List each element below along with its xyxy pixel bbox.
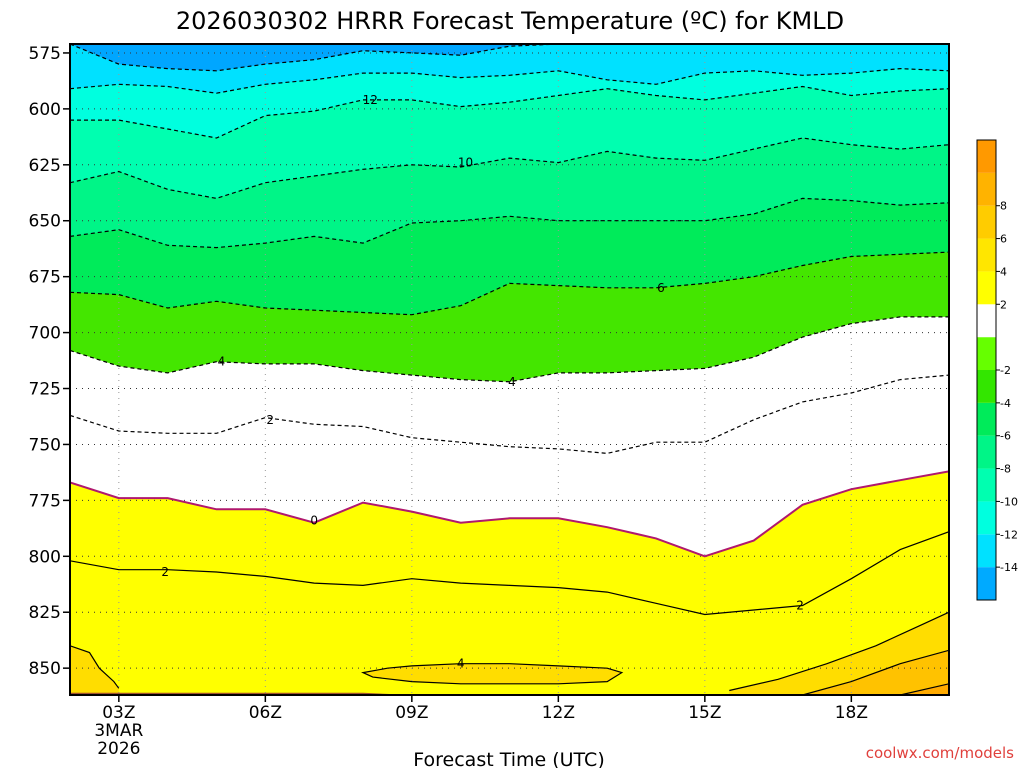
isotherm--6 xyxy=(70,251,949,316)
isotherm-4-blob xyxy=(361,663,624,685)
colorbar-label-8: 4 xyxy=(1000,265,1007,278)
contour-label-4: 4 xyxy=(508,375,516,389)
colorbar-segment-4 xyxy=(977,435,996,469)
y-tick-label-775: 775 xyxy=(29,491,61,511)
x-tick-label-15: 15Z xyxy=(688,703,721,723)
isotherm-wedge-4 xyxy=(729,611,949,692)
contour-label-7: 2 xyxy=(161,565,169,579)
colorbar-segment-13 xyxy=(977,140,996,173)
colorbar-label-5: -4 xyxy=(1000,397,1011,410)
isotherm-2 xyxy=(70,531,949,616)
warm-blob-4 xyxy=(363,663,622,684)
isotherm--10 xyxy=(70,137,949,200)
isotherm-wedge-6 xyxy=(802,649,949,695)
x-tick-label-12: 12Z xyxy=(542,703,575,723)
x-tick-label-6: 06Z xyxy=(249,703,282,723)
y-tick-label-700: 700 xyxy=(29,324,61,344)
y-tick-label-600: 600 xyxy=(29,100,61,120)
contour-label-8: 2 xyxy=(796,599,804,613)
warm-corner-4 xyxy=(70,645,119,695)
colorbar-label-1: -12 xyxy=(1000,528,1018,541)
y-tick-label-725: 725 xyxy=(29,380,61,400)
colorbar-label-7: 2 xyxy=(1000,298,1007,311)
isotherm--16 xyxy=(70,44,949,72)
contour-label-6: 0 xyxy=(310,514,318,528)
colorbar-segment-9 xyxy=(977,271,996,305)
colorbar-segment-12 xyxy=(977,172,996,206)
chart-title: 2026030302 HRRR Forecast Temperature (ºC… xyxy=(176,7,844,35)
y-tick-label-650: 650 xyxy=(29,212,61,232)
x-tick-label-3: 03Z xyxy=(102,703,135,723)
y-tick-label-750: 750 xyxy=(29,435,61,455)
contour-label-0: 12 xyxy=(363,93,378,107)
contour-label-2: 6 xyxy=(657,281,665,295)
contour-labels: 12 10 6 4 4 2 0 2 2 4 xyxy=(161,93,804,671)
colorbar-segment-1 xyxy=(977,534,996,568)
colorbar-segment-7 xyxy=(977,337,996,370)
isotherm--14 xyxy=(70,67,949,94)
colorbar-legend: -14 -12 -10 -8 -6 -4 -2 2 4 6 8 xyxy=(976,139,1018,601)
x-tick-label-9: 09Z xyxy=(395,703,428,723)
isotherm-contours xyxy=(70,44,949,695)
plot-frame xyxy=(69,43,950,696)
warm-wedge-8 xyxy=(900,683,949,695)
colorbar-label-0: -14 xyxy=(1000,561,1018,574)
isotherm-4-corner xyxy=(70,645,120,689)
credit-text: coolwx.com/models xyxy=(866,744,1014,762)
colorbar-segment-11 xyxy=(977,205,996,239)
colorbar-segment-6 xyxy=(977,370,996,403)
contour-label-3: 4 xyxy=(218,355,226,369)
colorbar-label-2: -10 xyxy=(1000,495,1018,508)
colorbar-label-10: 8 xyxy=(1000,200,1007,213)
x-tick-date-3: 3MAR xyxy=(94,721,143,741)
y-tick-label-800: 800 xyxy=(29,547,61,567)
y-tick-label-675: 675 xyxy=(29,268,61,288)
pressure-axis: 575 600 625 650 675 700 725 750 775 800 825 850 xyxy=(29,44,70,679)
x-axis-label: Forecast Time (UTC) xyxy=(413,749,604,768)
colorbar-segment-0 xyxy=(977,567,996,600)
y-tick-label-850: 850 xyxy=(29,659,61,679)
colorbar-segment-10 xyxy=(977,238,996,272)
y-tick-label-825: 825 xyxy=(29,603,61,623)
colorbar-label-9: 6 xyxy=(1000,233,1007,246)
isotherm-wedge-8 xyxy=(900,683,949,695)
contour-label-9: 4 xyxy=(457,657,465,671)
fill-band-below-2 xyxy=(70,531,949,695)
grid-lines xyxy=(70,44,949,695)
colorbar-label-4: -6 xyxy=(1000,430,1011,443)
colorbar-segment-5 xyxy=(977,402,996,436)
colorbar-label-3: -8 xyxy=(1000,463,1011,476)
isotherm--2 xyxy=(70,374,949,455)
y-tick-label-625: 625 xyxy=(29,156,61,176)
isotherm--12 xyxy=(70,85,949,139)
colorbar-segment-2 xyxy=(977,501,996,535)
x-tick-year-3: 2026 xyxy=(97,739,140,759)
contour-label-5: 2 xyxy=(266,413,274,427)
isotherm--8 xyxy=(70,197,949,249)
temperature-fills xyxy=(70,44,949,695)
isotherm--4 xyxy=(70,316,949,383)
isotherm-0 xyxy=(70,470,949,558)
contour-label-1: 10 xyxy=(458,156,473,170)
colorbar-segment-3 xyxy=(977,468,996,502)
y-tick-label-575: 575 xyxy=(29,44,61,64)
colorbar-label-6: -2 xyxy=(1000,364,1011,377)
colorbar-segment-8 xyxy=(977,304,996,338)
x-tick-label-18: 18Z xyxy=(835,703,868,723)
